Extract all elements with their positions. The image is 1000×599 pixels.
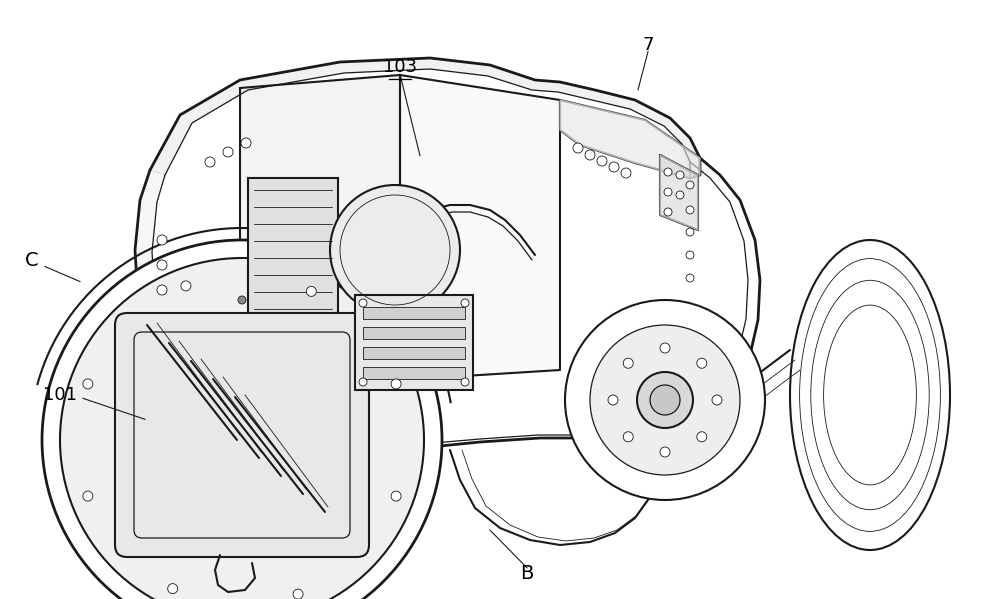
Circle shape bbox=[686, 274, 694, 282]
Circle shape bbox=[664, 208, 672, 216]
Circle shape bbox=[686, 181, 694, 189]
Circle shape bbox=[686, 206, 694, 214]
Circle shape bbox=[157, 260, 167, 270]
Bar bbox=[363, 307, 465, 319]
Text: 7: 7 bbox=[642, 36, 654, 54]
Circle shape bbox=[664, 168, 672, 176]
Circle shape bbox=[660, 447, 670, 457]
Polygon shape bbox=[660, 155, 698, 230]
Circle shape bbox=[697, 358, 707, 368]
Circle shape bbox=[565, 300, 765, 500]
Circle shape bbox=[293, 589, 303, 599]
Circle shape bbox=[223, 147, 233, 157]
Text: C: C bbox=[25, 251, 39, 270]
Circle shape bbox=[686, 228, 694, 236]
Bar bbox=[363, 327, 465, 339]
Circle shape bbox=[664, 188, 672, 196]
Circle shape bbox=[359, 299, 367, 307]
Text: B: B bbox=[520, 564, 534, 583]
Circle shape bbox=[205, 157, 215, 167]
Circle shape bbox=[157, 285, 167, 295]
Circle shape bbox=[676, 191, 684, 199]
Circle shape bbox=[608, 395, 618, 405]
Text: 101: 101 bbox=[43, 386, 77, 404]
Circle shape bbox=[686, 251, 694, 259]
Polygon shape bbox=[400, 75, 560, 380]
Polygon shape bbox=[150, 58, 700, 178]
Bar bbox=[363, 347, 465, 359]
Circle shape bbox=[623, 432, 633, 442]
Circle shape bbox=[330, 185, 460, 315]
Circle shape bbox=[623, 358, 633, 368]
Circle shape bbox=[241, 138, 251, 148]
Bar bbox=[248, 178, 338, 333]
Circle shape bbox=[650, 385, 680, 415]
Polygon shape bbox=[560, 100, 700, 178]
Circle shape bbox=[660, 343, 670, 353]
Circle shape bbox=[621, 168, 631, 178]
Circle shape bbox=[83, 491, 93, 501]
Circle shape bbox=[637, 372, 693, 428]
Circle shape bbox=[712, 395, 722, 405]
Circle shape bbox=[168, 583, 178, 594]
Circle shape bbox=[60, 258, 424, 599]
Circle shape bbox=[42, 240, 442, 599]
Circle shape bbox=[590, 325, 740, 475]
Circle shape bbox=[461, 378, 469, 386]
Circle shape bbox=[697, 432, 707, 442]
Polygon shape bbox=[135, 170, 188, 428]
Circle shape bbox=[585, 150, 595, 160]
Circle shape bbox=[83, 379, 93, 389]
Ellipse shape bbox=[790, 240, 950, 550]
Circle shape bbox=[461, 299, 469, 307]
Bar bbox=[355, 295, 473, 390]
Polygon shape bbox=[240, 75, 400, 380]
Circle shape bbox=[306, 286, 316, 297]
Text: 103: 103 bbox=[383, 58, 417, 76]
Circle shape bbox=[391, 379, 401, 389]
Circle shape bbox=[573, 143, 583, 153]
Bar bbox=[363, 367, 465, 379]
Circle shape bbox=[238, 296, 246, 304]
Circle shape bbox=[609, 162, 619, 172]
Circle shape bbox=[181, 281, 191, 291]
Circle shape bbox=[676, 171, 684, 179]
FancyBboxPatch shape bbox=[115, 313, 369, 557]
Circle shape bbox=[157, 235, 167, 245]
Circle shape bbox=[597, 156, 607, 166]
Circle shape bbox=[359, 378, 367, 386]
Circle shape bbox=[391, 491, 401, 501]
